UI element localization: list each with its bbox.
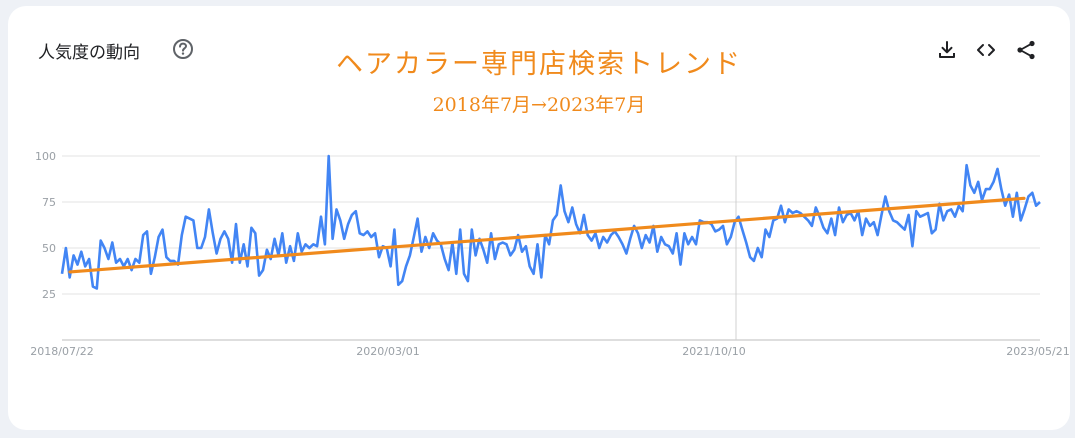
y-tick-label: 50 xyxy=(42,242,56,255)
series-line-trend xyxy=(68,196,1026,274)
y-tick-label: 25 xyxy=(42,288,56,301)
download-icon[interactable] xyxy=(935,38,959,62)
help-icon[interactable] xyxy=(172,38,194,60)
share-icon[interactable] xyxy=(1014,38,1038,62)
x-tick-label: 2021/10/10 xyxy=(682,345,745,358)
series-line-search-interest xyxy=(60,154,1041,290)
x-tick-label: 2023/05/21 xyxy=(1006,345,1069,358)
embed-code-icon[interactable] xyxy=(974,38,998,62)
y-tick-label: 75 xyxy=(42,196,56,209)
overlay-subtitle: 2018年7月→2023年7月 xyxy=(432,94,646,116)
x-tick-label: 2018/07/22 xyxy=(30,345,93,358)
x-tick-label: 2020/03/01 xyxy=(356,345,419,358)
card-title: 人気度の動向 xyxy=(38,43,140,63)
overlay-title: ヘアカラー専門店検索トレンド xyxy=(336,49,742,80)
y-tick-label: 100 xyxy=(35,150,56,163)
